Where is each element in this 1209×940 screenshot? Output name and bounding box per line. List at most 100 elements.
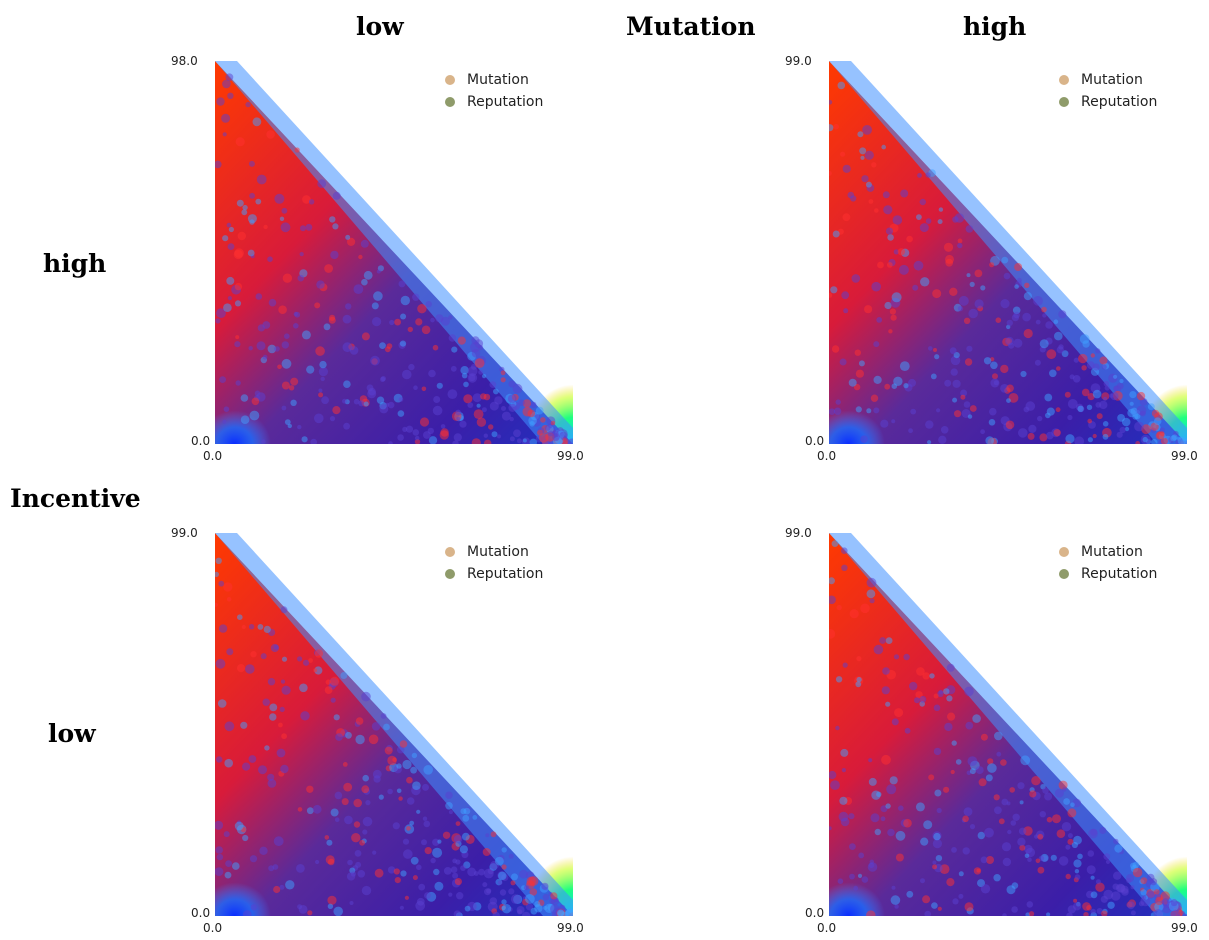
scatter-marker <box>330 250 339 260</box>
scatter-marker <box>889 776 898 785</box>
scatter-marker <box>866 577 877 588</box>
scatter-marker <box>920 837 929 846</box>
scatter-marker <box>435 314 444 323</box>
scatter-marker <box>943 688 950 695</box>
scatter-marker <box>268 865 275 872</box>
scatter-marker <box>950 769 955 775</box>
scatter-marker <box>1140 889 1147 896</box>
scatter-marker <box>914 697 920 704</box>
scatter-marker <box>1033 296 1043 306</box>
scatter-marker <box>1018 428 1028 438</box>
scatter-marker <box>1020 370 1027 378</box>
scatter-marker <box>915 802 925 812</box>
scatter-marker <box>249 410 260 421</box>
scatter-marker <box>234 282 243 291</box>
scatter-marker <box>829 770 837 780</box>
scatter-marker <box>300 711 310 721</box>
scatter-marker <box>1024 853 1030 859</box>
legend-marker <box>445 97 455 107</box>
scatter-marker <box>405 425 414 433</box>
scatter-marker <box>1086 865 1096 875</box>
scatter-marker <box>1012 306 1021 315</box>
scatter-marker <box>299 683 308 693</box>
scatter-marker <box>234 821 244 831</box>
scatter-marker <box>1011 314 1019 322</box>
scatter-marker <box>226 276 235 285</box>
scatter-marker <box>1063 798 1070 805</box>
scatter-marker <box>906 235 913 243</box>
scatter-marker <box>437 839 442 844</box>
scatter-marker <box>1104 385 1110 391</box>
scatter-marker <box>351 833 361 843</box>
legend-label: Mutation <box>467 544 529 560</box>
scatter-marker <box>1146 891 1155 899</box>
scatter-marker <box>216 308 226 318</box>
scatter-marker <box>1062 787 1067 792</box>
scatter-marker <box>362 829 368 835</box>
scatter-marker <box>1028 911 1035 916</box>
scatter-marker <box>1087 437 1093 443</box>
scatter-marker <box>952 379 961 388</box>
scatter-marker <box>489 381 497 388</box>
scatter-marker <box>1160 891 1170 901</box>
scatter-marker <box>1082 340 1090 348</box>
scatter-marker <box>396 788 402 794</box>
scatter-marker <box>1119 378 1124 384</box>
scatter-marker <box>873 407 880 414</box>
scatter-marker <box>247 249 255 257</box>
scatter-marker <box>355 734 365 745</box>
scatter-marker <box>966 273 971 278</box>
scatter-marker <box>467 402 474 408</box>
scatter-marker <box>485 833 490 838</box>
scatter-marker <box>1151 438 1158 444</box>
scatter-marker <box>1019 844 1026 851</box>
scatter-marker <box>422 783 429 791</box>
scatter-marker <box>355 717 364 725</box>
scatter-marker <box>252 117 262 127</box>
scatter-marker <box>269 713 277 721</box>
scatter-marker <box>1095 882 1105 892</box>
scatter-marker <box>954 410 962 418</box>
scatter-marker <box>912 284 919 291</box>
scatter-marker <box>925 218 932 224</box>
scatter-marker <box>424 847 432 855</box>
scatter-marker <box>1090 353 1095 358</box>
scatter-marker <box>937 219 943 225</box>
scatter-marker <box>528 876 539 886</box>
scatter-marker <box>550 892 558 900</box>
scatter-marker <box>318 392 324 398</box>
scatter-marker <box>891 292 902 303</box>
scatter-marker <box>493 388 499 395</box>
scatter-marker <box>541 882 549 890</box>
y-tick-label-max: 98.0 <box>171 54 198 68</box>
scatter-marker <box>376 396 385 404</box>
scatter-marker <box>400 295 410 306</box>
scatter-marker <box>854 349 861 356</box>
scatter-marker <box>453 910 461 916</box>
scatter-marker <box>1000 364 1009 374</box>
scatter-marker <box>1099 827 1107 834</box>
scatter-marker <box>1041 306 1047 313</box>
scatter-marker <box>236 199 244 207</box>
scatter-marker <box>417 304 427 314</box>
scatter-marker <box>327 903 334 909</box>
scatter-marker <box>965 721 974 730</box>
scatter-marker <box>288 385 295 391</box>
scatter-marker <box>964 902 974 912</box>
scatter-marker <box>358 254 363 260</box>
scatter-marker <box>216 756 223 763</box>
scatter-marker <box>402 426 408 432</box>
scatter-marker <box>483 433 488 438</box>
scatter-marker <box>895 830 906 841</box>
heatmap-svg <box>215 533 573 916</box>
scatter-marker <box>333 906 343 916</box>
scatter-marker <box>889 308 896 315</box>
scatter-marker <box>353 821 361 828</box>
scatter-marker <box>278 305 287 314</box>
scatter-marker <box>467 366 478 377</box>
scatter-marker <box>433 868 440 876</box>
scatter-marker <box>361 785 370 794</box>
scatter-marker <box>472 393 482 403</box>
legend-label: Reputation <box>467 566 544 582</box>
scatter-marker <box>983 357 992 365</box>
